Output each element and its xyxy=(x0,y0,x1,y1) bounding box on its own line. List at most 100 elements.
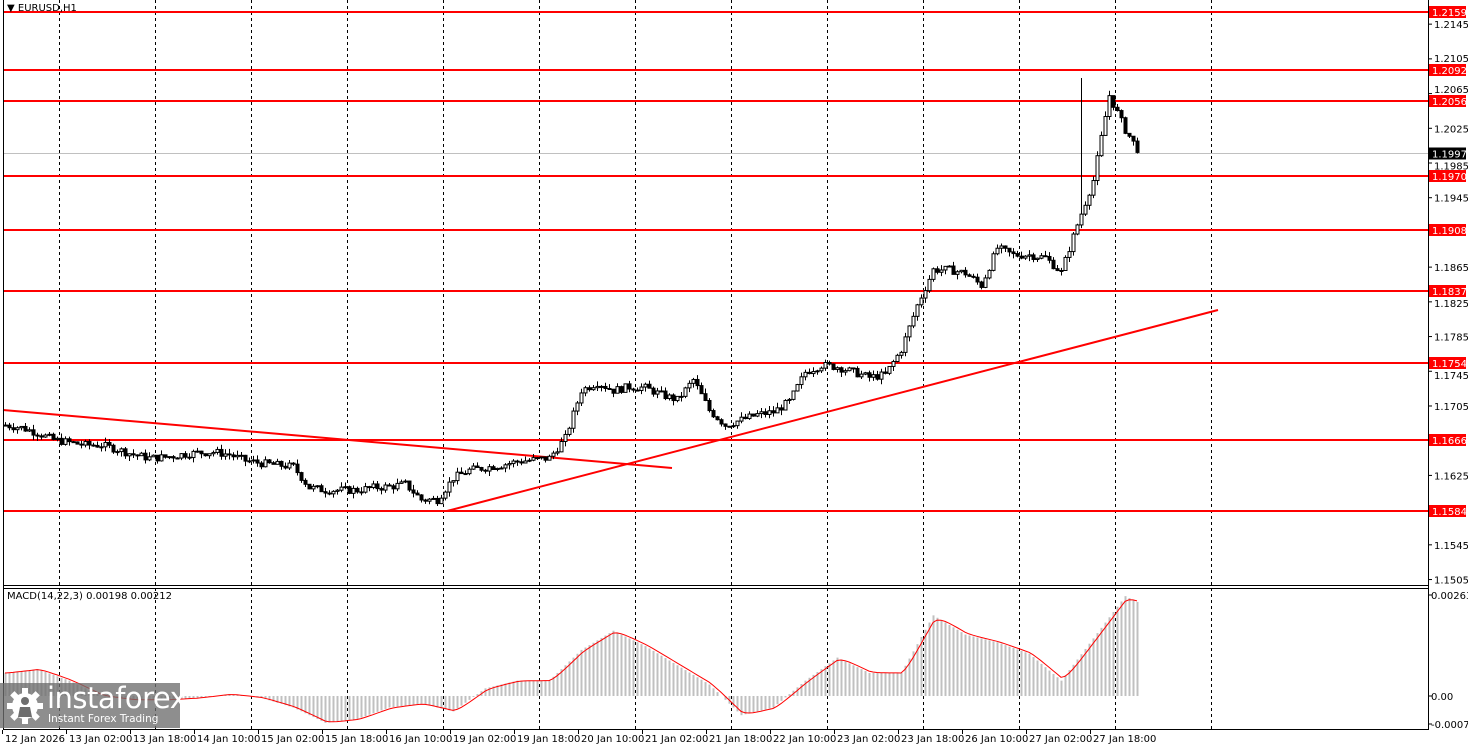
candle-body xyxy=(963,269,968,276)
price-tick-label: 1.2025 xyxy=(1434,124,1468,135)
price-tick-label: 1.1545 xyxy=(1434,541,1468,552)
candle-body xyxy=(303,479,308,485)
candle-body xyxy=(231,454,236,458)
candle-body xyxy=(1111,95,1116,108)
candle-body xyxy=(103,441,108,448)
candle-body xyxy=(871,374,876,378)
current-price-label-bg xyxy=(1429,147,1466,160)
candle-body xyxy=(819,367,824,372)
candle-body xyxy=(31,429,36,436)
level-label: 1.2092 xyxy=(1432,66,1467,77)
candle-body xyxy=(287,462,292,469)
candle-body xyxy=(859,373,864,378)
candle-body xyxy=(159,454,164,462)
candle-body xyxy=(1115,106,1120,112)
candle-body xyxy=(391,485,396,490)
candle-body xyxy=(595,385,600,389)
candle-body xyxy=(935,268,940,273)
time-tick-label: 15 Jan 02:00 xyxy=(261,734,324,745)
candle-body xyxy=(387,484,392,487)
candle-body xyxy=(751,413,756,417)
candle-body xyxy=(235,454,240,458)
triangle-down-icon[interactable]: ▼ xyxy=(7,3,15,14)
candle-body xyxy=(895,354,900,363)
candle-body xyxy=(119,448,124,453)
candle-body xyxy=(807,371,812,375)
level-label: 1.1837 xyxy=(1432,287,1467,298)
candle-body xyxy=(659,390,664,393)
level-label: 1.2159 xyxy=(1432,8,1467,19)
candle-body xyxy=(335,489,340,492)
candle-body xyxy=(727,425,732,428)
candle-body xyxy=(131,453,136,456)
candle-body xyxy=(199,450,204,455)
candle-body xyxy=(171,456,176,459)
price-tick-label: 1.2065 xyxy=(1434,85,1468,96)
candle-body xyxy=(1047,255,1052,261)
candle-body xyxy=(639,386,644,392)
candle-body xyxy=(719,419,724,425)
candle-body xyxy=(147,456,152,461)
candle-body xyxy=(395,482,400,490)
ascending-trendline xyxy=(446,309,1219,512)
candle-body xyxy=(663,390,668,400)
candle-body xyxy=(707,399,712,412)
candle-body xyxy=(43,434,48,438)
level-label: 1.1754 xyxy=(1432,359,1467,370)
price-tick-label: 1.1785 xyxy=(1434,333,1468,344)
candle-body xyxy=(367,486,372,489)
candle-body xyxy=(275,460,280,465)
candle-body xyxy=(331,490,336,495)
candle-body xyxy=(687,382,692,389)
candle-body xyxy=(815,370,820,373)
candle-body xyxy=(651,387,656,395)
candle-body xyxy=(3,424,8,427)
candle-body xyxy=(627,383,632,390)
price-tick-label: 1.1825 xyxy=(1434,299,1468,310)
time-tick-label: 21 Jan 02:00 xyxy=(645,734,708,745)
candle-body xyxy=(911,315,916,327)
candle-body xyxy=(1131,135,1136,142)
candle-body xyxy=(415,492,420,496)
time-tick-label: 19 Jan 18:00 xyxy=(517,734,580,745)
candle-body xyxy=(167,456,172,459)
candle-body xyxy=(27,429,32,432)
time-tick-label: 16 Jan 10:00 xyxy=(389,734,452,745)
candle-body xyxy=(811,371,816,375)
candle-body xyxy=(1091,180,1096,196)
level-label-bg xyxy=(1429,95,1466,107)
candle-body xyxy=(47,433,52,436)
candle-body xyxy=(891,361,896,367)
symbol-title[interactable]: ▼ EURUSD,H1 xyxy=(7,3,77,14)
candle-body xyxy=(323,491,328,494)
level-label-bg xyxy=(1429,357,1466,369)
candle-body xyxy=(1055,268,1060,272)
candle-body xyxy=(519,461,524,464)
candle-body xyxy=(203,453,208,457)
watermark-logo: instaforex Instant Forex Trading xyxy=(0,681,187,728)
candle-body xyxy=(471,465,476,470)
candle-body xyxy=(611,388,616,394)
candle-body xyxy=(947,265,952,268)
candle-body xyxy=(407,480,412,491)
candle-body xyxy=(755,413,760,417)
candle-body xyxy=(39,435,44,438)
candle-body xyxy=(315,485,320,488)
macd-signal-line xyxy=(4,599,1138,723)
candle-body xyxy=(975,276,980,283)
candle-body xyxy=(359,491,364,494)
level-label-bg xyxy=(1429,170,1466,182)
candle-body xyxy=(1003,245,1008,249)
time-tick-label: 14 Jan 10:00 xyxy=(197,734,260,745)
time-tick-label: 26 Jan 10:00 xyxy=(965,734,1028,745)
candle-body xyxy=(531,457,536,461)
candle-body xyxy=(783,399,788,411)
macd-title: MACD(14,22,3) 0.00198 0.00212 xyxy=(7,591,173,602)
time-axis[interactable]: 12 Jan 2026 13 Jan 02:00 13 Jan 18:00 14 Ja… xyxy=(2,730,1157,745)
price-axis[interactable]: 1.2145 1.2105 1.2065 1.2025 1.1985 1.1945 1.18… xyxy=(1428,20,1468,587)
candle-body xyxy=(351,487,356,494)
candle-body xyxy=(371,483,376,489)
candle-body xyxy=(71,441,76,444)
candle-body xyxy=(855,367,860,378)
